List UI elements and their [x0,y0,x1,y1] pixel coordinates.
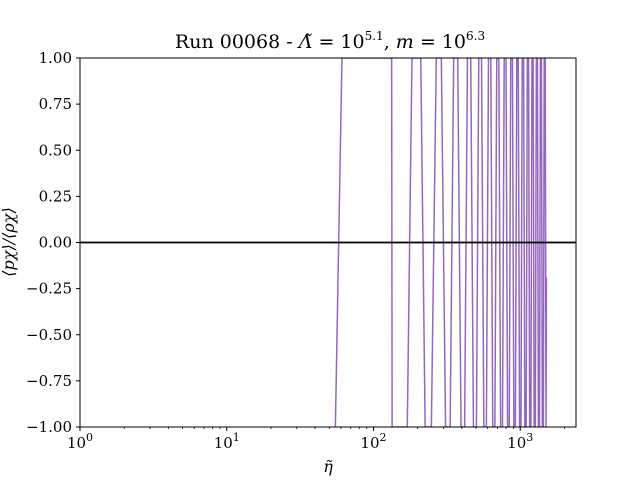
y-tick-label: −0.25 [26,280,72,298]
x-tick-label: 102 [360,431,386,452]
y-tick-label: 0.00 [39,234,72,252]
y-tick-label: 1.00 [39,49,72,67]
series-layer [334,58,548,427]
x-tick-label: 101 [214,431,240,452]
x-axis-label: η̃ [323,457,333,476]
y-tick-label: −0.75 [26,372,72,390]
y-tick-label: 0.50 [39,141,72,159]
y-tick-label: −1.00 [26,418,72,436]
y-tick-label: −0.50 [26,326,72,344]
y-axis-ticks: −1.00 −0.75 −0.50 −0.25 0.00 0.25 0.50 0.75 1.00 [26,49,80,436]
y-tick-label: 0.25 [39,187,72,205]
x-axis-ticks: 100 101 102 103 [67,427,565,452]
y-axis-label: ⟨pχ⟩/⟨ρχ⟩ [0,207,18,276]
y-tick-label: 0.75 [39,95,72,113]
series-line-0 [334,58,548,427]
x-tick-label: 103 [507,431,533,452]
x-tick-label: 100 [67,431,93,452]
chart-title: Run 00068 - Λ̃ = 105.1, m = 106.3 [175,29,485,53]
